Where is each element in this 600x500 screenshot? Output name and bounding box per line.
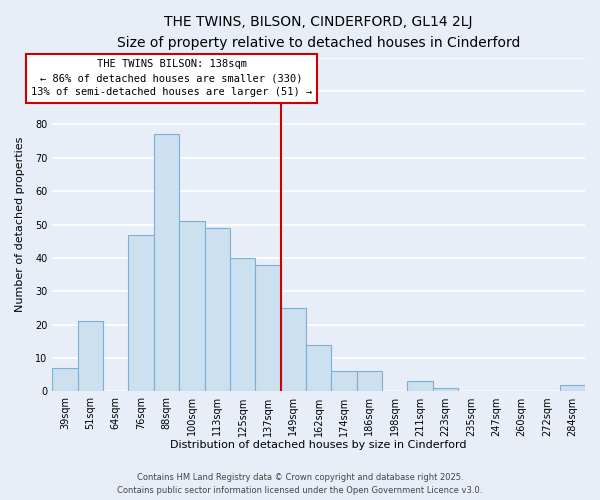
X-axis label: Distribution of detached houses by size in Cinderford: Distribution of detached houses by size … — [170, 440, 467, 450]
Bar — [52, 368, 78, 392]
Bar — [230, 258, 255, 392]
Text: Contains HM Land Registry data © Crown copyright and database right 2025.
Contai: Contains HM Land Registry data © Crown c… — [118, 474, 482, 495]
Bar — [179, 222, 205, 392]
Bar — [560, 385, 585, 392]
Bar — [255, 264, 281, 392]
Bar — [205, 228, 230, 392]
Bar — [331, 372, 357, 392]
Bar — [306, 344, 331, 392]
Title: THE TWINS, BILSON, CINDERFORD, GL14 2LJ
Size of property relative to detached ho: THE TWINS, BILSON, CINDERFORD, GL14 2LJ … — [117, 15, 520, 50]
Bar — [154, 134, 179, 392]
Bar — [128, 234, 154, 392]
Bar — [407, 382, 433, 392]
Bar — [281, 308, 306, 392]
Bar — [78, 322, 103, 392]
Bar — [357, 372, 382, 392]
Bar — [433, 388, 458, 392]
Text: THE TWINS BILSON: 138sqm
← 86% of detached houses are smaller (330)
13% of semi-: THE TWINS BILSON: 138sqm ← 86% of detach… — [31, 60, 312, 98]
Y-axis label: Number of detached properties: Number of detached properties — [15, 137, 25, 312]
